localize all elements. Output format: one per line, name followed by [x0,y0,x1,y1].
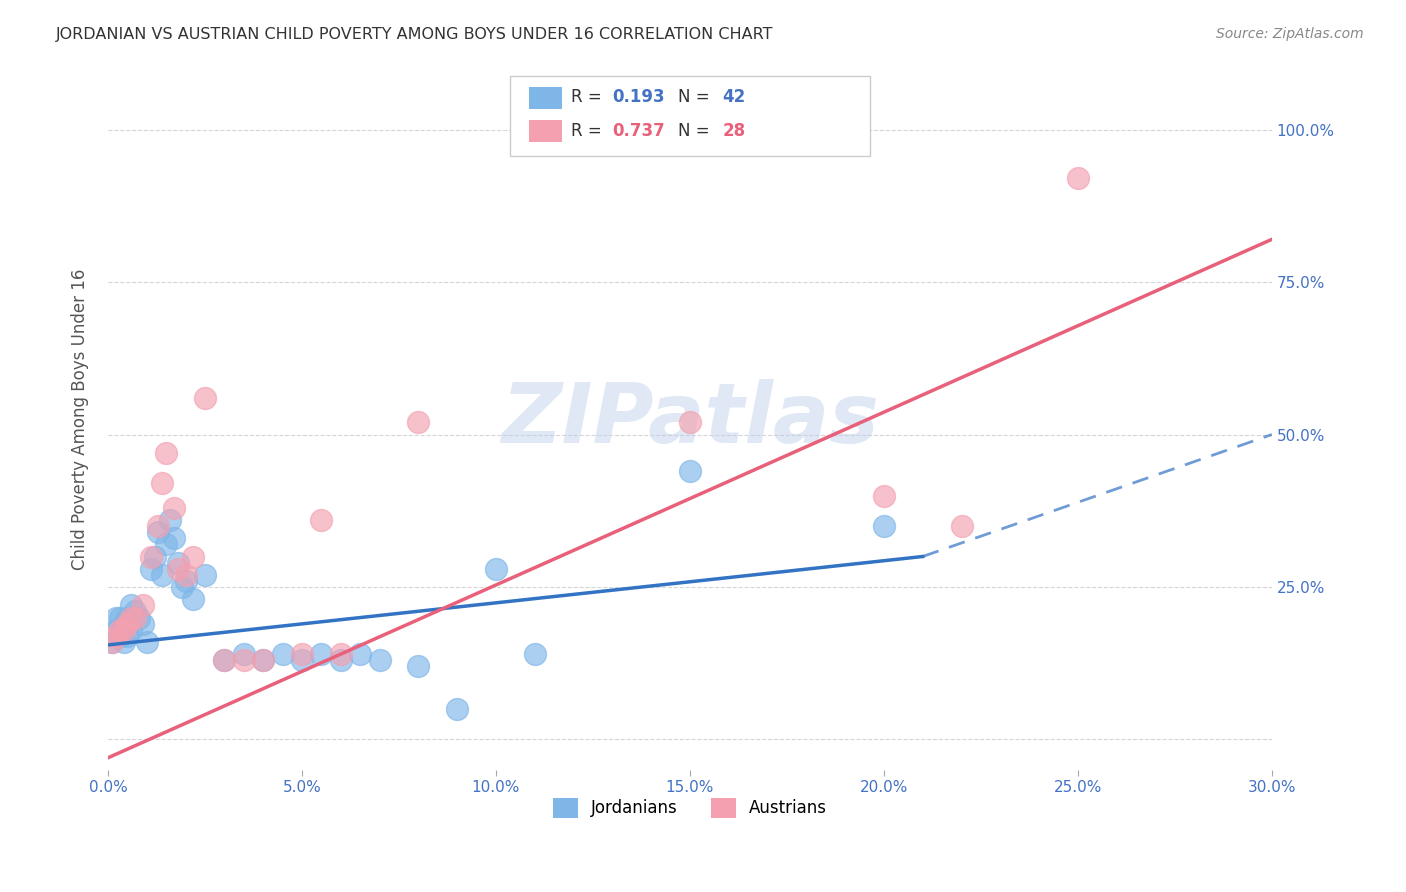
Point [117,610,139,624]
Point [523,647,546,661]
Point [252,653,274,667]
Point [108,623,131,637]
Point [150,567,173,582]
Point [311,513,333,527]
Text: 42: 42 [723,88,745,106]
Point [214,653,236,667]
Point [183,549,205,564]
Point [214,653,236,667]
Point [329,653,352,667]
Point [101,635,124,649]
Point [132,599,155,613]
Point [112,623,135,637]
Point [101,635,124,649]
Point [155,446,177,460]
Point [183,592,205,607]
Point [139,549,162,564]
Point [135,635,157,649]
Point [679,415,702,429]
Point [291,647,314,661]
Point [873,489,896,503]
FancyBboxPatch shape [509,76,870,156]
Point [174,574,197,588]
Text: Source: ZipAtlas.com: Source: ZipAtlas.com [1216,27,1364,41]
Point [252,653,274,667]
Point [408,659,430,673]
Legend: Jordanians, Austrians: Jordanians, Austrians [546,791,834,825]
Point [163,500,186,515]
Text: 0.737: 0.737 [612,122,665,140]
Point [873,519,896,533]
Y-axis label: Child Poverty Among Boys Under 16: Child Poverty Among Boys Under 16 [72,268,89,570]
Point [108,629,131,643]
Point [166,562,188,576]
Point [950,519,973,533]
Point [150,476,173,491]
Point [679,464,702,478]
Point [148,525,170,540]
Point [311,647,333,661]
Point [108,610,131,624]
Point [1067,171,1090,186]
Point [163,531,186,545]
Point [128,610,150,624]
Point [271,647,294,661]
FancyBboxPatch shape [529,120,562,142]
Point [120,610,142,624]
Point [170,580,193,594]
Text: R =: R = [571,88,607,106]
Point [124,604,146,618]
Point [148,519,170,533]
Point [485,562,508,576]
Point [132,616,155,631]
Point [232,647,254,661]
Point [408,415,430,429]
Point [446,702,468,716]
Point [104,610,127,624]
Point [166,556,188,570]
Point [159,513,181,527]
Text: R =: R = [571,122,607,140]
Point [174,567,197,582]
Point [104,623,127,637]
Text: JORDANIAN VS AUSTRIAN CHILD POVERTY AMONG BOYS UNDER 16 CORRELATION CHART: JORDANIAN VS AUSTRIAN CHILD POVERTY AMON… [56,27,773,42]
Point [124,610,146,624]
Point [143,549,166,564]
Text: 28: 28 [723,122,745,140]
Text: ZIPatlas: ZIPatlas [501,379,879,459]
Point [120,599,142,613]
Text: 0.193: 0.193 [612,88,665,106]
Point [329,647,352,661]
Text: N =: N = [678,122,716,140]
Point [112,635,135,649]
Point [112,616,135,631]
Text: N =: N = [678,88,716,106]
Point [368,653,391,667]
Point [117,616,139,631]
Point [139,562,162,576]
Point [117,629,139,643]
Point [104,629,127,643]
Point [291,653,314,667]
Point [155,537,177,551]
FancyBboxPatch shape [529,87,562,109]
Point [120,623,142,637]
Point [232,653,254,667]
Point [194,391,217,405]
Point [349,647,371,661]
Point [194,567,217,582]
